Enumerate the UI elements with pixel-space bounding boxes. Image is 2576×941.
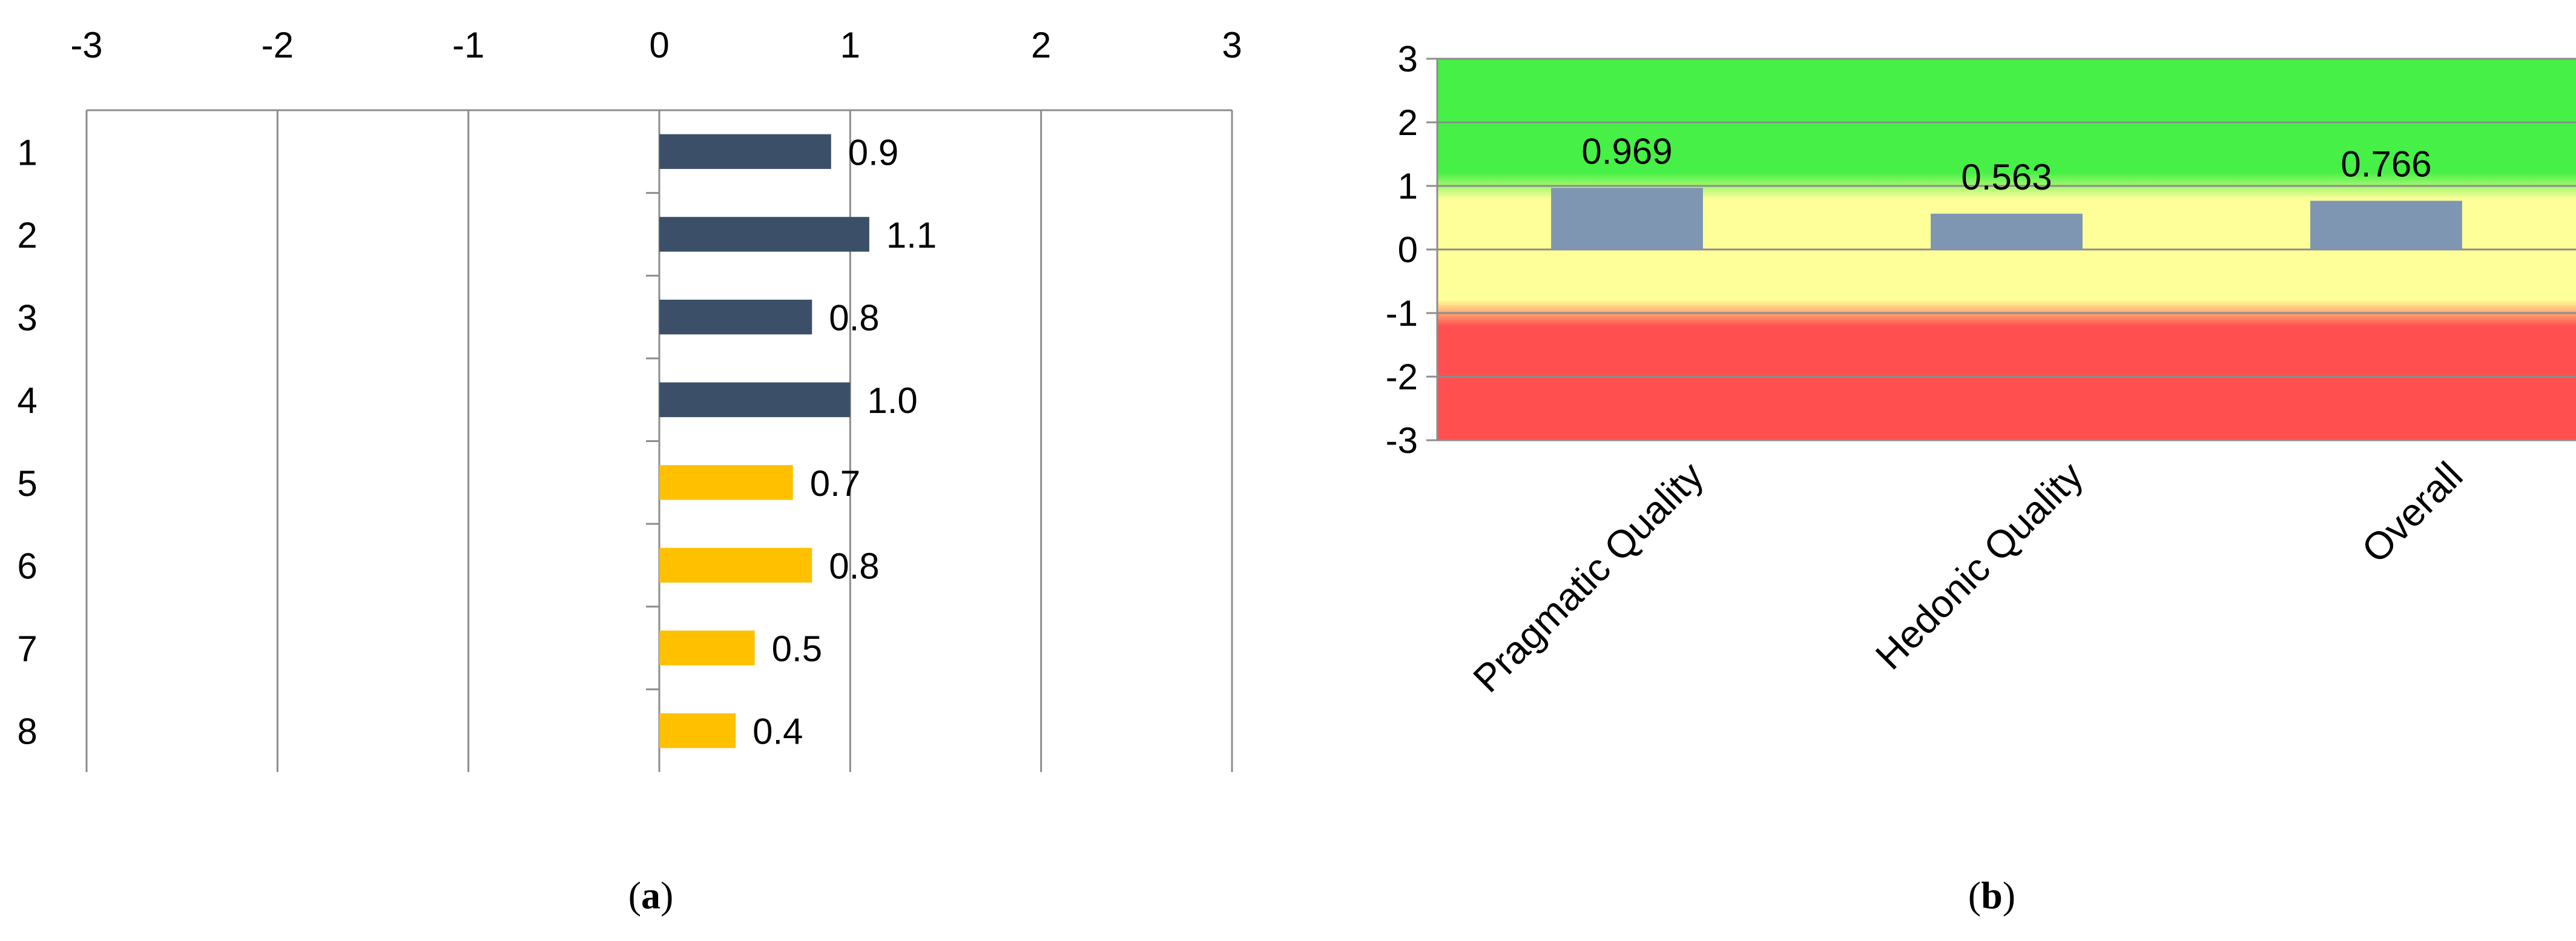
a-data-label: 1.1 — [886, 215, 937, 256]
caption-b: (b) — [1968, 874, 2015, 917]
a-gridlines — [85, 109, 1233, 772]
b-y-tick-label: 3 — [1398, 39, 1418, 79]
b-category-labels: Pragmatic Quality Hedonic Quality Overall — [1464, 454, 2471, 701]
caption-b-letter: b — [1981, 874, 2003, 917]
b-bar — [1931, 213, 2083, 249]
a-data-label: 0.4 — [753, 712, 803, 752]
b-data-label: 0.969 — [1581, 131, 1672, 171]
b-y-tick-label: 2 — [1398, 102, 1418, 143]
b-y-tick-label: -2 — [1386, 357, 1418, 397]
a-data-label: 0.8 — [829, 298, 879, 338]
chart-b: 0.969 0.563 0.766 3 2 1 0 -1 -2 -3 Pragmatic Qua… — [1386, 39, 2576, 917]
a-data-label: 0.8 — [829, 546, 879, 586]
b-y-tick-labels: 3 2 1 0 -1 -2 -3 — [1386, 39, 1418, 461]
a-x-tick-label: 3 — [1222, 25, 1242, 65]
a-bar — [659, 630, 755, 665]
a-data-label: 0.7 — [810, 463, 860, 504]
a-x-tick-label: -1 — [452, 25, 484, 65]
b-category-label: Hedonic Quality — [1867, 454, 2091, 678]
a-y-tick-label: 5 — [17, 463, 37, 504]
a-bar — [659, 382, 851, 417]
a-bar — [659, 547, 812, 583]
b-y-tick-label: 1 — [1398, 166, 1418, 206]
b-bars — [1551, 188, 2462, 249]
a-y-tick-label: 7 — [17, 629, 37, 669]
a-y-tick-label: 8 — [17, 712, 37, 752]
a-data-labels: 0.9 1.1 0.8 1.0 0.7 0.8 0.5 0.4 — [753, 132, 937, 751]
a-x-tick-label: -2 — [262, 25, 294, 65]
a-bar — [659, 465, 793, 500]
a-bar — [659, 299, 812, 335]
b-bar — [1551, 188, 1703, 249]
b-category-label: Overall — [2353, 454, 2471, 571]
a-data-label: 0.9 — [848, 132, 898, 173]
a-y-tick-label: 2 — [17, 215, 37, 256]
a-bar — [659, 713, 736, 748]
a-y-tick-labels: 1 2 3 4 5 6 7 8 — [17, 132, 37, 751]
b-y-tick-label: 0 — [1398, 229, 1418, 270]
a-bar — [659, 134, 831, 170]
a-data-label: 1.0 — [867, 380, 917, 421]
a-y-tick-label: 1 — [17, 132, 37, 173]
b-data-label: 0.563 — [1961, 157, 2052, 197]
a-y-tick-label: 4 — [17, 380, 37, 421]
caption-a-letter: a — [641, 874, 660, 917]
caption-a: (a) — [628, 874, 674, 917]
a-bars — [659, 134, 869, 748]
a-y-tick-label: 6 — [17, 546, 37, 586]
a-y-tick-label: 3 — [17, 298, 37, 338]
a-data-label: 0.5 — [772, 629, 822, 669]
b-y-tick-label: -3 — [1386, 420, 1418, 461]
a-x-tick-label: 1 — [840, 25, 860, 65]
a-x-tick-label: 2 — [1031, 25, 1051, 65]
a-bar — [659, 217, 869, 252]
b-y-tick-label: -1 — [1386, 293, 1418, 334]
b-data-labels: 0.969 0.563 0.766 — [1581, 131, 2431, 197]
a-x-tick-label: -3 — [70, 25, 102, 65]
b-bar — [2310, 200, 2462, 249]
a-x-tick-label: 0 — [649, 25, 669, 65]
a-x-tick-labels: -3 -2 -1 0 1 2 3 — [70, 25, 1242, 65]
b-category-label: Pragmatic Quality — [1464, 454, 1711, 701]
b-data-label: 0.766 — [2340, 144, 2431, 185]
